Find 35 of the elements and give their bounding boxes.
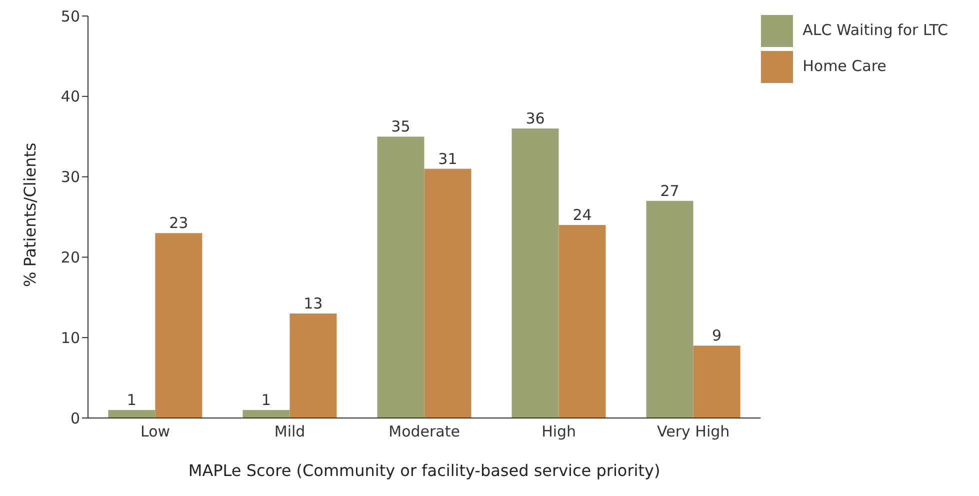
y-tick-label: 50 [60, 7, 80, 26]
y-tick-label: 30 [60, 168, 80, 186]
legend-label: ALC Waiting for LTC [802, 21, 948, 39]
y-tick-label: 0 [70, 409, 80, 428]
bar [424, 168, 472, 418]
bar [155, 233, 202, 418]
data-label: 31 [438, 150, 458, 168]
bar [646, 200, 694, 418]
data-label: 1 [126, 390, 136, 409]
bar [693, 346, 740, 418]
x-tick-label: Mild [274, 422, 306, 441]
y-tick-label: 10 [60, 328, 80, 347]
x-tick-label: Very High [657, 422, 730, 441]
bar [290, 313, 337, 418]
y-tick-label: 20 [60, 248, 80, 267]
x-tick-label: High [542, 422, 576, 441]
bar [242, 410, 290, 418]
data-label: 36 [526, 110, 545, 128]
legend-label: Home Care [802, 57, 886, 75]
y-tick-label: 40 [60, 88, 80, 106]
data-label: 24 [572, 206, 592, 224]
bar [108, 410, 156, 418]
x-tick-label: Low [140, 422, 170, 441]
bar [377, 136, 424, 418]
data-label: 13 [304, 294, 323, 312]
y-axis-title: % Patients/Clients [20, 142, 40, 287]
data-label: 23 [169, 214, 188, 232]
data-label: 9 [712, 326, 722, 345]
bar [512, 128, 559, 418]
data-label: 35 [391, 118, 410, 136]
data-label: 27 [660, 182, 680, 200]
x-axis-title: MAPLe Score (Community or facility-based service priority) [188, 461, 660, 480]
data-label: 1 [261, 390, 271, 409]
bar [558, 225, 606, 418]
x-tick-label: Moderate [388, 422, 460, 441]
